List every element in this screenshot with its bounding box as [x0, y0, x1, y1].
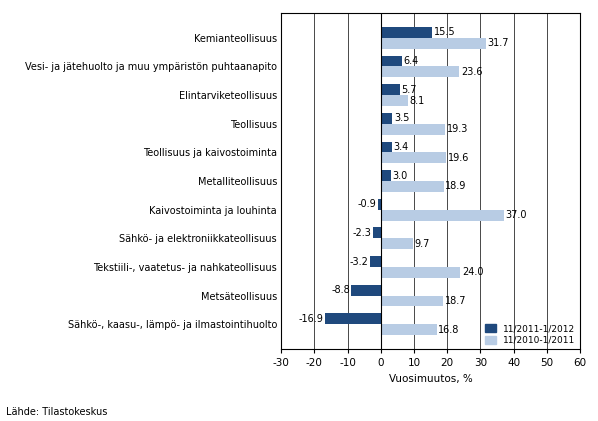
Text: -2.3: -2.3: [353, 228, 371, 238]
Bar: [378, 199, 381, 210]
Text: 37.0: 37.0: [505, 210, 527, 220]
X-axis label: Vuosimuutos, %: Vuosimuutos, %: [389, 374, 472, 384]
Text: 3.0: 3.0: [392, 171, 408, 181]
Bar: [352, 285, 381, 296]
Bar: [381, 141, 392, 152]
Text: 24.0: 24.0: [462, 267, 484, 277]
Bar: [373, 227, 381, 238]
Text: -3.2: -3.2: [350, 256, 368, 266]
Legend: 11/2011-1/2012, 11/2010-1/2011: 11/2011-1/2012, 11/2010-1/2011: [485, 324, 575, 345]
Bar: [381, 67, 459, 77]
Text: 9.7: 9.7: [414, 239, 430, 249]
Bar: [381, 296, 443, 306]
Text: -8.8: -8.8: [331, 285, 350, 295]
Bar: [381, 38, 486, 49]
Text: 6.4: 6.4: [404, 56, 419, 66]
Bar: [381, 95, 408, 106]
Bar: [325, 313, 381, 324]
Bar: [381, 324, 437, 335]
Text: 18.9: 18.9: [445, 181, 466, 192]
Text: 3.5: 3.5: [394, 113, 410, 123]
Text: 3.4: 3.4: [393, 142, 409, 152]
Bar: [381, 238, 413, 249]
Text: 23.6: 23.6: [461, 67, 483, 77]
Text: 18.7: 18.7: [444, 296, 466, 306]
Bar: [381, 124, 445, 135]
Bar: [381, 152, 446, 163]
Text: Lähde: Tilastokeskus: Lähde: Tilastokeskus: [6, 407, 108, 417]
Bar: [381, 56, 402, 67]
Text: 8.1: 8.1: [409, 96, 425, 106]
Bar: [381, 84, 399, 95]
Bar: [381, 210, 504, 221]
Bar: [370, 256, 381, 267]
Bar: [381, 267, 460, 278]
Bar: [381, 181, 444, 192]
Text: -0.9: -0.9: [358, 199, 376, 209]
Text: 19.3: 19.3: [447, 124, 468, 134]
Bar: [381, 113, 392, 124]
Text: 16.8: 16.8: [438, 325, 460, 335]
Text: 15.5: 15.5: [434, 27, 456, 37]
Text: 5.7: 5.7: [401, 85, 417, 95]
Bar: [381, 27, 432, 38]
Bar: [381, 170, 390, 181]
Text: -16.9: -16.9: [298, 314, 323, 324]
Text: 19.6: 19.6: [447, 153, 469, 163]
Text: 31.7: 31.7: [488, 38, 509, 48]
